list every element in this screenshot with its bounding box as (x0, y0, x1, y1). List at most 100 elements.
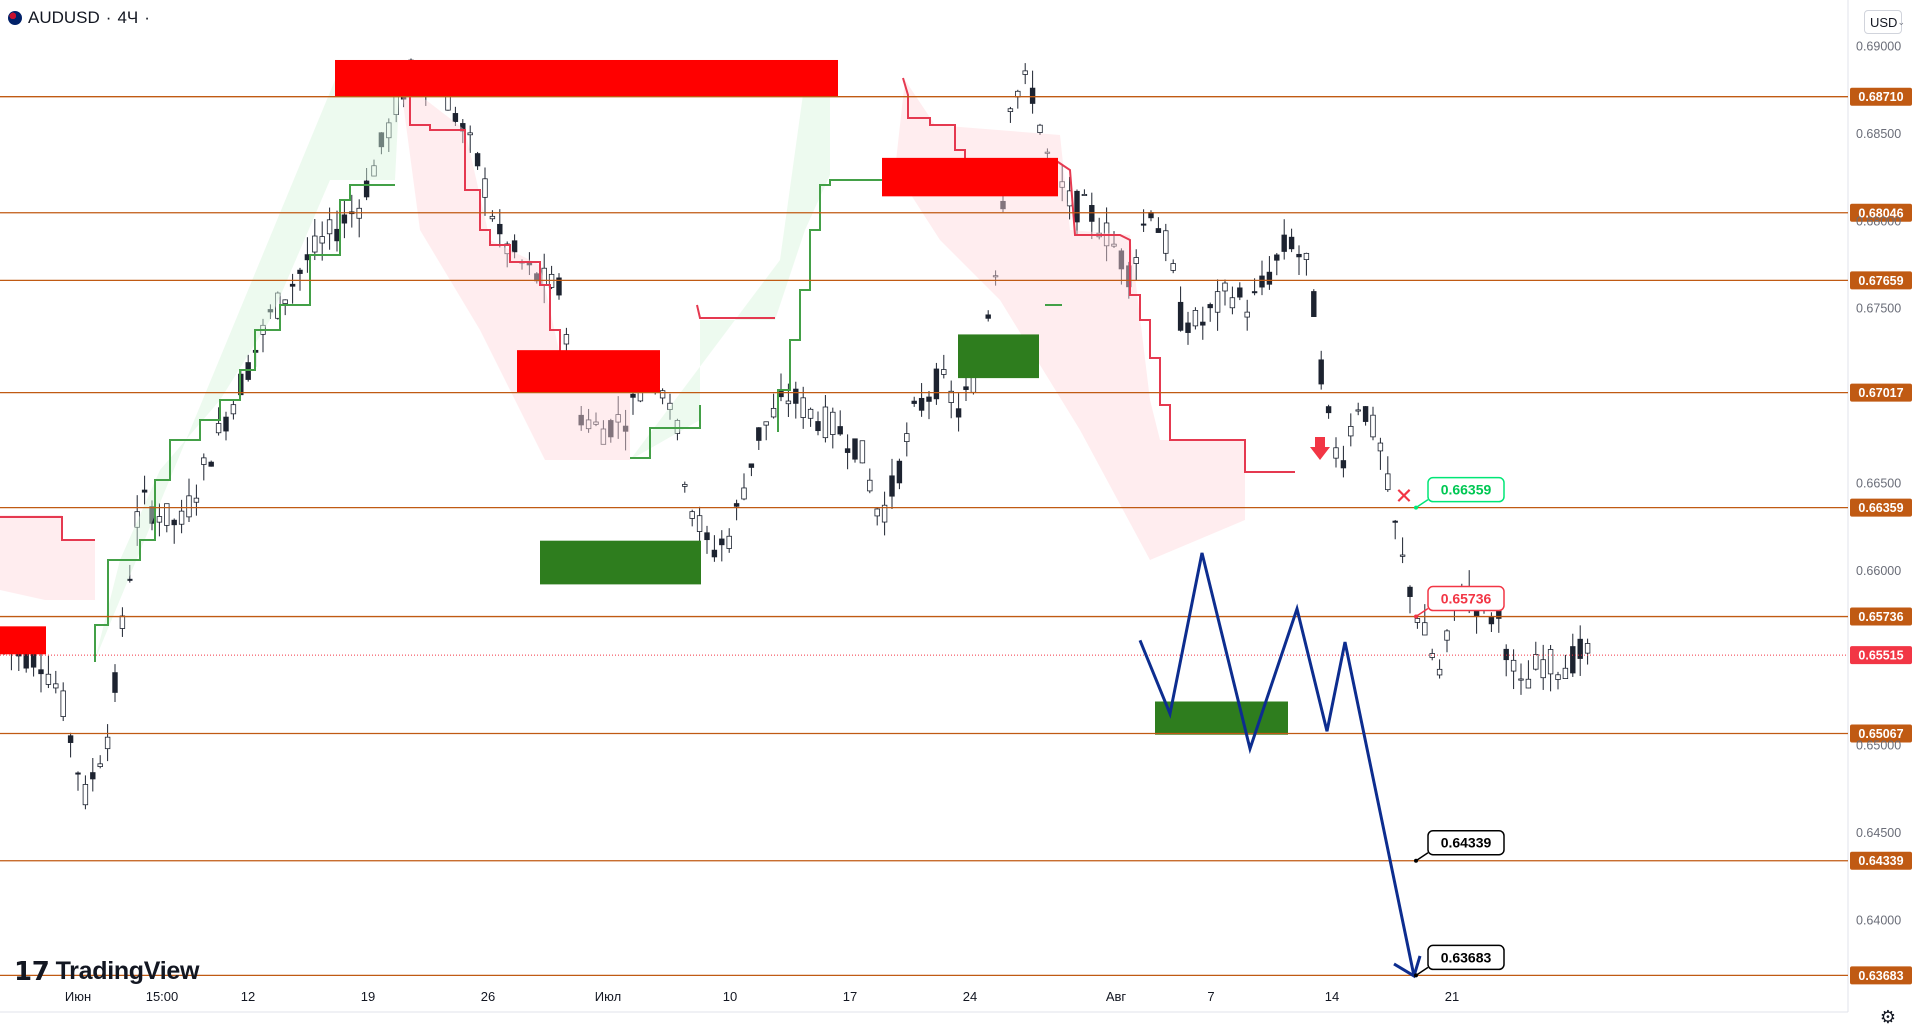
candle-down (748, 463, 755, 468)
candle (733, 499, 740, 521)
candle (704, 525, 710, 554)
candle-down (1577, 638, 1583, 659)
level-label: 0.63683 (1858, 969, 1903, 983)
callout-dot (1414, 505, 1418, 510)
level-tag (1850, 724, 1912, 743)
candle-up (1385, 473, 1391, 491)
candle (741, 473, 747, 501)
candle (282, 299, 288, 316)
candle (193, 484, 200, 516)
candle (941, 354, 947, 379)
callout-pointer (1415, 852, 1429, 862)
candle-up (482, 178, 488, 198)
price-callout: 0.66359 (1414, 476, 1505, 510)
level-tag (1850, 383, 1912, 402)
candle (1177, 286, 1184, 332)
candle (326, 207, 333, 250)
bull-shading (630, 80, 830, 460)
candle-down (985, 314, 991, 319)
candle (600, 420, 607, 445)
candle-down (704, 532, 710, 541)
candle (75, 771, 81, 791)
candle (918, 383, 925, 417)
candle (711, 535, 718, 562)
candle (1518, 663, 1524, 695)
candle (1081, 189, 1088, 196)
candle (889, 458, 895, 509)
currency-select[interactable]: USD ⌄ (1864, 10, 1905, 34)
symbol-header[interactable]: AUDUSD · 4Ч · (8, 8, 150, 28)
candles (1, 58, 1591, 810)
candle-up (1170, 263, 1176, 271)
candle (1429, 648, 1435, 661)
candle-down (474, 153, 481, 167)
candle-up (948, 390, 954, 403)
close-x-icon: ✕ (1395, 485, 1413, 510)
settings-gear-icon[interactable]: ⚙ (1879, 1007, 1896, 1027)
candle-up (1414, 618, 1421, 623)
candle (696, 506, 703, 542)
candle (178, 499, 185, 534)
candle-up (1037, 124, 1043, 133)
candle-down (622, 425, 629, 432)
candle-down (1074, 190, 1080, 223)
price-callout: 0.63683 (1414, 944, 1505, 978)
candle-down (719, 538, 725, 546)
bear-shading (0, 515, 95, 600)
time-tick-label: Июн (65, 989, 91, 1004)
candle-up (600, 428, 607, 445)
current-price-label: 0.65515 (1858, 649, 1903, 663)
candle (297, 267, 303, 291)
candle (127, 564, 133, 583)
candle (141, 475, 148, 505)
candle-down (67, 735, 74, 743)
candle-up (1348, 425, 1354, 437)
candle (208, 460, 214, 467)
candle-up (830, 411, 836, 435)
candle (578, 406, 584, 431)
candle-up (1422, 622, 1428, 636)
candle-down (1251, 291, 1258, 294)
candle (1007, 106, 1014, 123)
candle-down (1155, 228, 1162, 233)
candle-up (659, 390, 666, 399)
candle (1259, 260, 1265, 296)
candle (1318, 350, 1324, 390)
candle (726, 528, 732, 553)
candle-up (1355, 409, 1361, 412)
level-tag (1850, 607, 1912, 626)
candle (489, 210, 496, 222)
candle-down (630, 393, 636, 398)
candle (585, 408, 592, 433)
candle (622, 409, 629, 451)
candle-up (1044, 151, 1051, 154)
candle (482, 167, 488, 216)
candle (1200, 306, 1206, 340)
price-tick-label: 0.68500 (1856, 127, 1901, 141)
candle (215, 407, 222, 436)
candle-up (489, 215, 496, 220)
candle-up (1540, 659, 1546, 679)
candle-down (208, 461, 214, 467)
time-tick-label: 7 (1207, 989, 1214, 1004)
level-label: 0.68046 (1858, 206, 1903, 220)
candle (1355, 402, 1361, 416)
callout-box (1427, 476, 1505, 503)
candle-up (1547, 649, 1554, 675)
candle (1325, 404, 1332, 419)
candle (474, 151, 481, 170)
candle-down (452, 113, 459, 122)
candle (90, 757, 96, 792)
candle-up (178, 510, 185, 525)
candle-down (1185, 322, 1191, 333)
tradingview-mark-icon: 𝟭𝟳 (14, 956, 50, 986)
candle-down (1488, 616, 1495, 625)
candle-up (164, 503, 170, 526)
price-tick-label: 0.67500 (1856, 302, 1901, 316)
candle (1163, 223, 1169, 262)
time-tick-label: 17 (843, 989, 857, 1004)
candle (386, 118, 392, 152)
candle-up (104, 736, 111, 750)
candle (844, 434, 851, 470)
